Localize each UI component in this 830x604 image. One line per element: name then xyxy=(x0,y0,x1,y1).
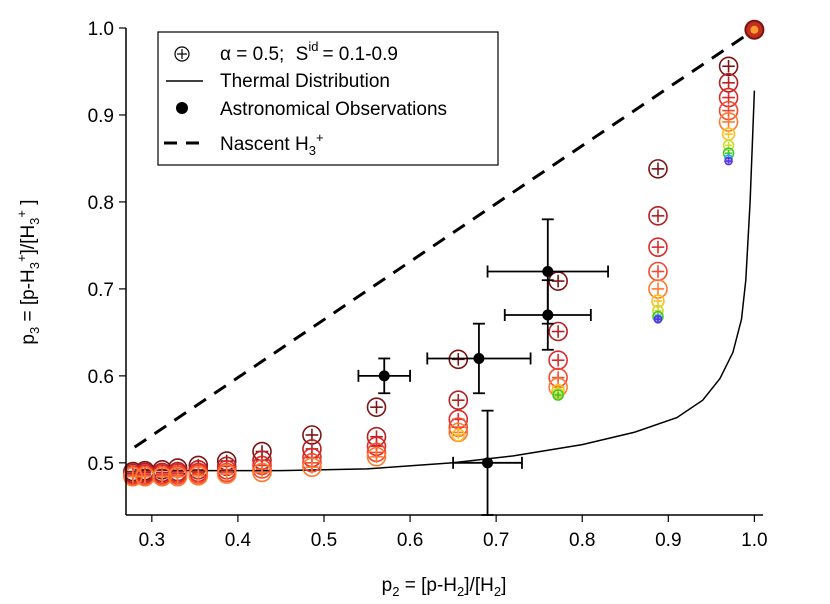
observation-4 xyxy=(486,218,609,325)
endpoint-inner xyxy=(750,25,759,34)
nascent-h3-line xyxy=(133,28,756,449)
model-marker-s0.1-11 xyxy=(648,159,668,179)
model-marker-s0.85-0 xyxy=(552,389,564,401)
model-marker-ring xyxy=(252,462,272,483)
model-marker-s0.7-8 xyxy=(366,446,387,467)
x-tick-label-3: 0.6 xyxy=(397,530,423,551)
y-tick-label-2: 0.7 xyxy=(88,280,114,301)
model-marker-s0.7-3 xyxy=(167,466,188,487)
model-marker-s0.7-6 xyxy=(252,462,272,483)
model-marker-s0.3-9 xyxy=(448,390,469,411)
model-marker-s0.5-10 xyxy=(548,350,568,371)
observation-2 xyxy=(452,409,523,516)
x-tick-label-0: 0.3 xyxy=(139,530,165,551)
model-marker-ring xyxy=(167,466,188,487)
legend-observation-marker xyxy=(176,102,188,114)
model-marker-s0.6-11 xyxy=(648,261,668,282)
model-marker-ring xyxy=(653,315,663,324)
model-marker-ring xyxy=(724,156,733,166)
model-marker-s0.7-1 xyxy=(135,466,155,487)
model-marker-s0.7-4 xyxy=(188,466,209,486)
model-marker-ring xyxy=(651,294,665,308)
model-marker-ring xyxy=(648,159,668,179)
y-tick-label-0: 0.5 xyxy=(88,454,114,475)
observation-point xyxy=(473,352,485,364)
model-marker-s0.7-7 xyxy=(302,457,322,477)
model-marker-ring xyxy=(448,390,469,411)
model-marker-ring xyxy=(648,206,668,226)
thermal-distribution-curve xyxy=(134,90,756,472)
model-marker-ring xyxy=(718,56,739,77)
model-marker-s0.95-0 xyxy=(653,315,663,324)
model-marker-s0.3-10 xyxy=(548,321,568,342)
legend-nascent-label: Nascent H3+ xyxy=(220,130,324,158)
observation-0 xyxy=(357,357,411,395)
x-tick-label-6: 0.9 xyxy=(655,530,681,551)
observation-point xyxy=(542,266,554,277)
x-ticks: 0.3 0.4 0.5 0.6 0.7 0.8 0.9 1.0 xyxy=(139,515,768,551)
y-tick-label-3: 0.8 xyxy=(88,193,114,214)
x-tick-label-5: 0.8 xyxy=(569,530,595,551)
model-marker-ring xyxy=(366,397,387,417)
model-marker-ring xyxy=(188,466,209,486)
model-marker-s0.1-12 xyxy=(718,56,739,77)
model-marker-s0.75-2 xyxy=(651,294,665,308)
model-marker-ring xyxy=(216,464,237,484)
y-tick-label-1: 0.6 xyxy=(88,367,114,388)
model-marker-s0.75-0 xyxy=(451,428,466,442)
model-marker-s0.1-7 xyxy=(302,425,322,445)
model-marker-ring xyxy=(548,321,568,342)
x-tick-label-1: 0.4 xyxy=(225,530,252,551)
legend-observations-label: Astronomical Observations xyxy=(220,99,447,120)
y-ticks: 0.5 0.6 0.7 0.8 0.9 1.0 xyxy=(88,19,126,475)
x-tick-label-4: 0.7 xyxy=(483,530,509,551)
axes xyxy=(125,28,763,516)
model-marker-ring xyxy=(451,428,466,442)
observation-point xyxy=(378,370,390,382)
model-marker-s0.5-11 xyxy=(648,237,668,257)
model-marker-ring xyxy=(152,466,172,487)
model-marker-ring xyxy=(302,457,322,477)
legend-model-symbol xyxy=(174,46,190,62)
y-axis-label: p3 = [p-H3+]/[H3+ ] xyxy=(14,199,42,344)
model-marker-s0.95-1 xyxy=(724,156,733,166)
plot-area xyxy=(123,19,765,516)
x-tick-label-2: 0.5 xyxy=(311,530,337,551)
x-tick-label-7: 1.0 xyxy=(741,530,767,551)
y-tick-label-5: 1.0 xyxy=(88,19,114,40)
model-marker-s0.1-8 xyxy=(366,397,387,417)
model-marker-s0.7-2 xyxy=(152,466,172,487)
legend-model-label: α = 0.5; Sid = 0.1-0.9 xyxy=(220,39,398,65)
model-marker-ring xyxy=(552,389,564,401)
model-marker-s0.3-11 xyxy=(648,206,668,226)
model-marker-s0.75-3 xyxy=(721,127,736,141)
model-marker-ring xyxy=(648,237,668,257)
legend-box xyxy=(157,31,499,166)
model-marker-ring xyxy=(366,446,387,467)
observation-point xyxy=(482,457,494,469)
legend-thermal-label: Thermal Distribution xyxy=(220,71,390,92)
x-axis-label: p2 = [p-H2]/[H2] xyxy=(382,575,507,599)
legend: α = 0.5; Sid = 0.1-0.9 Thermal Distributi… xyxy=(157,31,499,166)
y-tick-label-4: 0.9 xyxy=(88,106,114,127)
observation-1 xyxy=(426,322,532,395)
model-marker-s0.7-5 xyxy=(216,464,237,484)
